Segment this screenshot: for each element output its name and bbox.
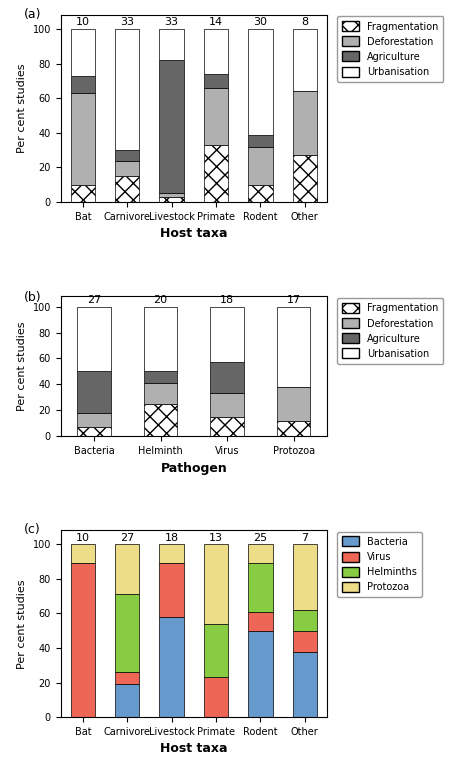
Text: 27: 27: [87, 295, 101, 305]
Y-axis label: Per cent studies: Per cent studies: [17, 579, 27, 668]
Bar: [277, 307, 310, 387]
Text: 17: 17: [287, 295, 301, 305]
Bar: [78, 372, 111, 413]
Bar: [159, 544, 184, 563]
X-axis label: Host taxa: Host taxa: [160, 742, 227, 755]
Bar: [277, 387, 310, 420]
Text: 33: 33: [120, 18, 134, 27]
Bar: [159, 617, 184, 717]
X-axis label: Host taxa: Host taxa: [160, 227, 227, 240]
Text: 27: 27: [120, 533, 134, 542]
Bar: [159, 197, 184, 202]
Bar: [71, 29, 95, 76]
Bar: [71, 76, 95, 93]
Text: 10: 10: [76, 18, 90, 27]
Bar: [248, 544, 273, 563]
Bar: [248, 134, 273, 146]
Text: 30: 30: [254, 18, 267, 27]
Bar: [144, 307, 177, 372]
Legend: Fragmentation, Deforestation, Agriculture, Urbanisation: Fragmentation, Deforestation, Agricultur…: [337, 16, 444, 82]
Text: 25: 25: [253, 533, 268, 542]
Bar: [204, 74, 228, 88]
Bar: [115, 544, 140, 594]
Text: 14: 14: [209, 18, 223, 27]
Text: (a): (a): [23, 8, 41, 21]
Bar: [292, 652, 317, 717]
Text: 18: 18: [164, 533, 179, 542]
Bar: [211, 417, 244, 436]
Bar: [144, 383, 177, 404]
Bar: [159, 60, 184, 193]
Bar: [277, 420, 310, 436]
Bar: [115, 672, 140, 684]
Bar: [71, 544, 95, 563]
Bar: [292, 631, 317, 652]
Y-axis label: Per cent studies: Per cent studies: [17, 321, 27, 411]
Bar: [204, 29, 228, 74]
Bar: [78, 413, 111, 427]
Text: 20: 20: [154, 295, 168, 305]
Bar: [204, 145, 228, 202]
Legend: Fragmentation, Deforestation, Agriculture, Urbanisation: Fragmentation, Deforestation, Agricultur…: [337, 298, 444, 364]
Bar: [204, 544, 228, 624]
Text: 7: 7: [301, 533, 308, 542]
Bar: [159, 563, 184, 617]
Bar: [248, 631, 273, 717]
Bar: [292, 610, 317, 631]
Text: 33: 33: [165, 18, 178, 27]
Bar: [115, 594, 140, 672]
Bar: [248, 185, 273, 202]
Bar: [292, 92, 317, 156]
Bar: [71, 563, 95, 717]
Text: 13: 13: [209, 533, 223, 542]
Legend: Bacteria, Virus, Helminths, Protozoa: Bacteria, Virus, Helminths, Protozoa: [337, 532, 422, 597]
Text: 10: 10: [76, 533, 90, 542]
Text: (c): (c): [23, 523, 40, 536]
Bar: [71, 93, 95, 185]
Bar: [248, 612, 273, 631]
X-axis label: Pathogen: Pathogen: [161, 462, 227, 475]
Bar: [204, 678, 228, 717]
Bar: [211, 394, 244, 417]
Y-axis label: Per cent studies: Per cent studies: [17, 64, 27, 153]
Bar: [78, 307, 111, 372]
Text: (b): (b): [23, 291, 41, 304]
Bar: [115, 160, 140, 176]
Bar: [159, 29, 184, 60]
Bar: [115, 150, 140, 160]
Bar: [78, 427, 111, 436]
Bar: [71, 185, 95, 202]
Bar: [115, 176, 140, 202]
Bar: [204, 88, 228, 145]
Bar: [211, 307, 244, 362]
Bar: [144, 404, 177, 436]
Text: 18: 18: [220, 295, 234, 305]
Bar: [115, 684, 140, 717]
Bar: [292, 156, 317, 202]
Bar: [292, 544, 317, 610]
Bar: [144, 372, 177, 383]
Bar: [248, 29, 273, 134]
Bar: [248, 563, 273, 612]
Bar: [204, 624, 228, 678]
Bar: [159, 193, 184, 197]
Bar: [115, 29, 140, 150]
Bar: [211, 362, 244, 394]
Text: 8: 8: [301, 18, 308, 27]
Bar: [292, 29, 317, 92]
Bar: [248, 146, 273, 185]
